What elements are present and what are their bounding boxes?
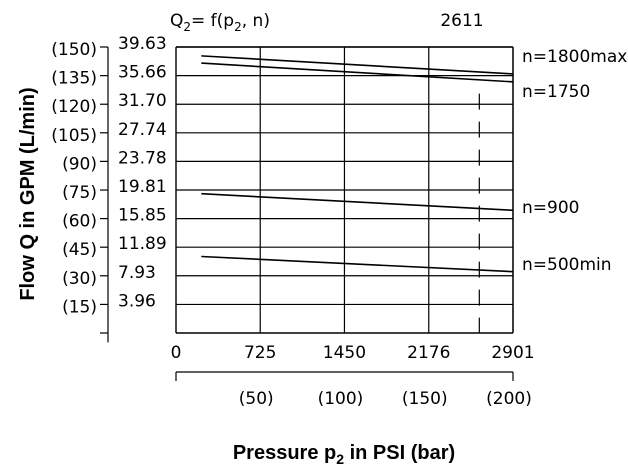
y-tick-label-lmin: (150) — [51, 40, 97, 60]
x-tick-label-bar: (50) — [239, 389, 274, 409]
x-axis-title: Pressure p2 in PSI (bar) — [233, 442, 455, 467]
y-tick-label-gpm: 7.93 — [118, 263, 156, 283]
series-line — [201, 55, 514, 75]
labels-group: 39.63 (150) 35.66 (135) 31.70 (120) 27.74 (105)… — [51, 34, 627, 409]
y-tick-label-gpm: 19.81 — [118, 177, 167, 197]
y-tick-label-gpm: 15.85 — [118, 206, 167, 226]
series-line — [201, 62, 514, 83]
series-label: n=500min — [522, 255, 612, 275]
y-tick-label-gpm: 31.70 — [118, 91, 167, 111]
y-tick-label-gpm: 35.66 — [118, 63, 167, 83]
model-label: 2611 — [440, 11, 483, 31]
x-tick-label-psi: 2901 — [491, 343, 534, 363]
y-tick-label-gpm: 27.74 — [118, 120, 167, 140]
chart-formula: Q2= f(p2, n) — [170, 11, 270, 34]
series-group — [201, 55, 514, 273]
y-tick-label-gpm: 39.63 — [118, 34, 167, 54]
x-tick-label-psi: 0 — [171, 343, 182, 363]
y-tick-label-lmin: (60) — [62, 212, 97, 232]
y-tick-label-lmin: (105) — [51, 126, 97, 146]
x-tick-label-bar: (100) — [318, 389, 364, 409]
grid — [100, 46, 514, 381]
x-tick-label-psi: 725 — [244, 343, 276, 363]
series-line — [201, 255, 514, 273]
x-tick-label-psi: 2176 — [407, 343, 450, 363]
y-tick-label-lmin: (45) — [62, 240, 97, 260]
x-tick-label-psi: 1450 — [323, 343, 366, 363]
series-label: n=1750 — [522, 82, 590, 102]
series-line — [201, 192, 514, 212]
y-axis-title: Flow Q in GPM (L/min) — [17, 87, 39, 300]
series-label: n=900 — [522, 198, 579, 218]
y-tick-label-gpm: 3.96 — [118, 291, 156, 311]
y-tick-label-gpm: 11.89 — [118, 234, 167, 254]
y-tick-label-lmin: (90) — [62, 154, 97, 174]
y-tick-label-lmin: (30) — [62, 269, 97, 289]
y-tick-label-lmin: (135) — [51, 69, 97, 89]
x-tick-label-bar: (200) — [486, 389, 532, 409]
y-tick-label-gpm: 23.78 — [118, 148, 167, 168]
y-tick-label-lmin: (75) — [62, 183, 97, 203]
y-tick-label-lmin: (120) — [51, 97, 97, 117]
series-label: n=1800max — [522, 47, 627, 67]
y-tick-label-lmin: (15) — [62, 297, 97, 317]
x-tick-label-bar: (150) — [402, 389, 448, 409]
